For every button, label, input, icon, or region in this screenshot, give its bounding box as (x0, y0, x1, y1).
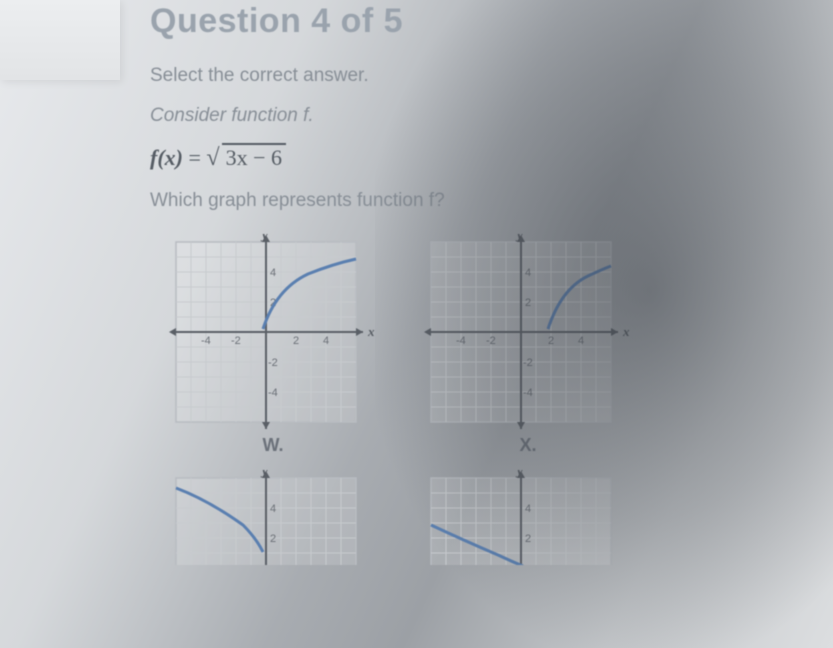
graph-partial1-svg: 4 2 y (168, 470, 378, 565)
graph-option-x[interactable]: -4 -2 2 4 4 2 -2 -4 x y X. (423, 234, 633, 456)
formula-radicand: 3x − 6 (222, 143, 286, 170)
formula-lhs: f(x) (150, 145, 183, 170)
question-heading: Question 4 of 5 (150, 0, 833, 41)
svg-text:y: y (515, 470, 523, 478)
graph-option-partial-2[interactable]: 4 2 y (423, 470, 633, 565)
graph-label-w: W. (168, 435, 378, 456)
svg-text:4: 4 (270, 267, 276, 279)
graph-x-svg: -4 -2 2 4 4 2 -2 -4 x y (423, 234, 633, 429)
svg-text:4: 4 (323, 335, 329, 347)
svg-text:-4: -4 (523, 387, 533, 399)
graph-partial2-svg: 4 2 y (423, 470, 633, 565)
svg-text:y: y (260, 234, 268, 242)
svg-text:-2: -2 (231, 335, 241, 347)
svg-text:-2: -2 (523, 357, 533, 369)
svg-text:2: 2 (293, 335, 299, 347)
svg-text:-4: -4 (456, 335, 466, 347)
svg-text:2: 2 (548, 335, 554, 347)
svg-text:x: x (367, 324, 375, 339)
formula: f(x) = √3x − 6 (150, 145, 833, 172)
svg-text:4: 4 (525, 267, 531, 279)
svg-text:4: 4 (525, 503, 531, 515)
instruction-text: Select the correct answer. (150, 65, 833, 87)
graph-option-partial-1[interactable]: 4 2 y (168, 470, 378, 565)
svg-text:y: y (515, 234, 523, 242)
svg-text:2: 2 (270, 533, 276, 545)
question-content: Question 4 of 5 Select the correct answe… (0, 0, 833, 565)
svg-text:y: y (260, 470, 268, 478)
prompt-which-graph: Which graph represents function f? (150, 190, 833, 212)
svg-text:-4: -4 (201, 335, 211, 347)
graph-w-svg: -4 -2 2 4 4 2 -2 -4 x y (168, 234, 378, 429)
graphs-row-2-partial: 4 2 y 4 2 y (168, 470, 833, 565)
formula-eq: = (183, 145, 206, 170)
svg-text:-4: -4 (268, 387, 278, 399)
graphs-row-1: -4 -2 2 4 4 2 -2 -4 x y W. (168, 234, 833, 456)
svg-text:-2: -2 (268, 357, 278, 369)
svg-text:2: 2 (525, 297, 531, 309)
svg-text:-2: -2 (486, 335, 496, 347)
svg-text:4: 4 (578, 335, 584, 347)
prompt-consider: Consider function f. (150, 105, 833, 127)
graph-option-w[interactable]: -4 -2 2 4 4 2 -2 -4 x y W. (168, 234, 378, 456)
svg-text:x: x (622, 324, 630, 339)
graph-label-x: X. (423, 435, 633, 456)
svg-text:2: 2 (525, 533, 531, 545)
svg-text:4: 4 (270, 503, 276, 515)
